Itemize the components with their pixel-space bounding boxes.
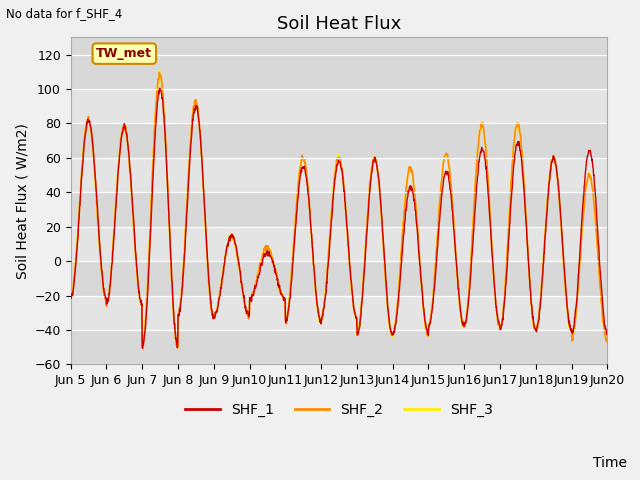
- SHF_2: [423, 329, 431, 335]
- SHF_1: [247, 296, 255, 302]
- Bar: [70, 330, 607, 364]
- SHF_2: [174, 345, 182, 350]
- Title: Soil Heat Flux: Soil Heat Flux: [277, 15, 401, 33]
- SHF_3: [156, 67, 163, 73]
- SHF_3: [247, 295, 255, 300]
- SHF_1: [174, 343, 182, 348]
- Bar: [70, 158, 607, 192]
- SHF_2: [247, 295, 255, 301]
- Bar: [70, 192, 607, 227]
- Bar: [70, 89, 607, 123]
- SHF_1: [156, 85, 164, 91]
- SHF_1: [67, 294, 74, 300]
- SHF_2: [541, 243, 548, 249]
- SHF_3: [138, 346, 146, 352]
- SHF_2: [156, 70, 163, 75]
- Line: SHF_2: SHF_2: [70, 72, 607, 348]
- Line: SHF_3: SHF_3: [70, 70, 607, 349]
- Y-axis label: Soil Heat Flux ( W/m2): Soil Heat Flux ( W/m2): [15, 123, 29, 279]
- SHF_2: [173, 343, 181, 349]
- Bar: [70, 296, 607, 330]
- Text: Time: Time: [593, 456, 627, 470]
- SHF_1: [541, 250, 548, 256]
- SHF_3: [67, 297, 74, 302]
- Text: No data for f_SHF_4: No data for f_SHF_4: [6, 7, 123, 20]
- SHF_1: [187, 143, 195, 149]
- Line: SHF_1: SHF_1: [70, 88, 607, 348]
- Legend: SHF_1, SHF_2, SHF_3: SHF_1, SHF_2, SHF_3: [179, 397, 499, 423]
- Bar: [70, 55, 607, 89]
- SHF_2: [67, 296, 74, 301]
- Bar: [70, 261, 607, 296]
- SHF_3: [174, 346, 182, 351]
- SHF_1: [423, 327, 431, 333]
- SHF_2: [187, 137, 195, 143]
- SHF_2: [493, 311, 501, 316]
- SHF_3: [541, 239, 548, 244]
- SHF_3: [187, 133, 195, 139]
- SHF_1: [139, 346, 147, 351]
- SHF_1: [493, 311, 501, 317]
- Bar: [70, 123, 607, 158]
- SHF_2: [604, 337, 611, 343]
- SHF_3: [493, 314, 501, 320]
- SHF_3: [604, 337, 611, 343]
- Text: TW_met: TW_met: [97, 47, 152, 60]
- Bar: [70, 227, 607, 261]
- SHF_3: [423, 330, 431, 336]
- SHF_1: [604, 329, 611, 335]
